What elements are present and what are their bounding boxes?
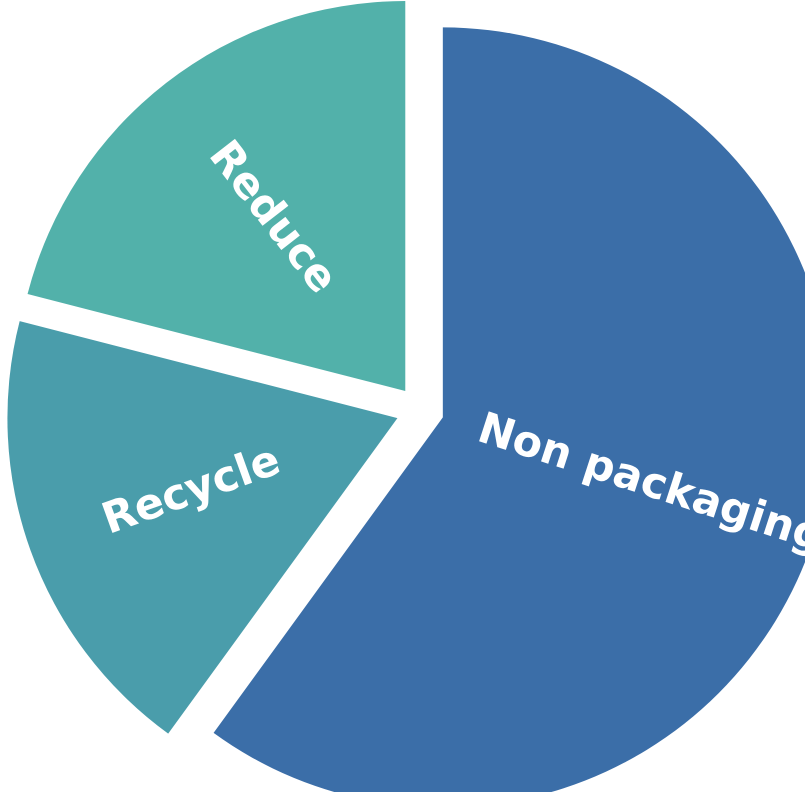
pie-slice-non-packaging (213, 27, 805, 792)
pie-slices (7, 1, 805, 792)
pie-slice-recycle (7, 321, 398, 734)
pie-slice-reduce (27, 1, 406, 392)
